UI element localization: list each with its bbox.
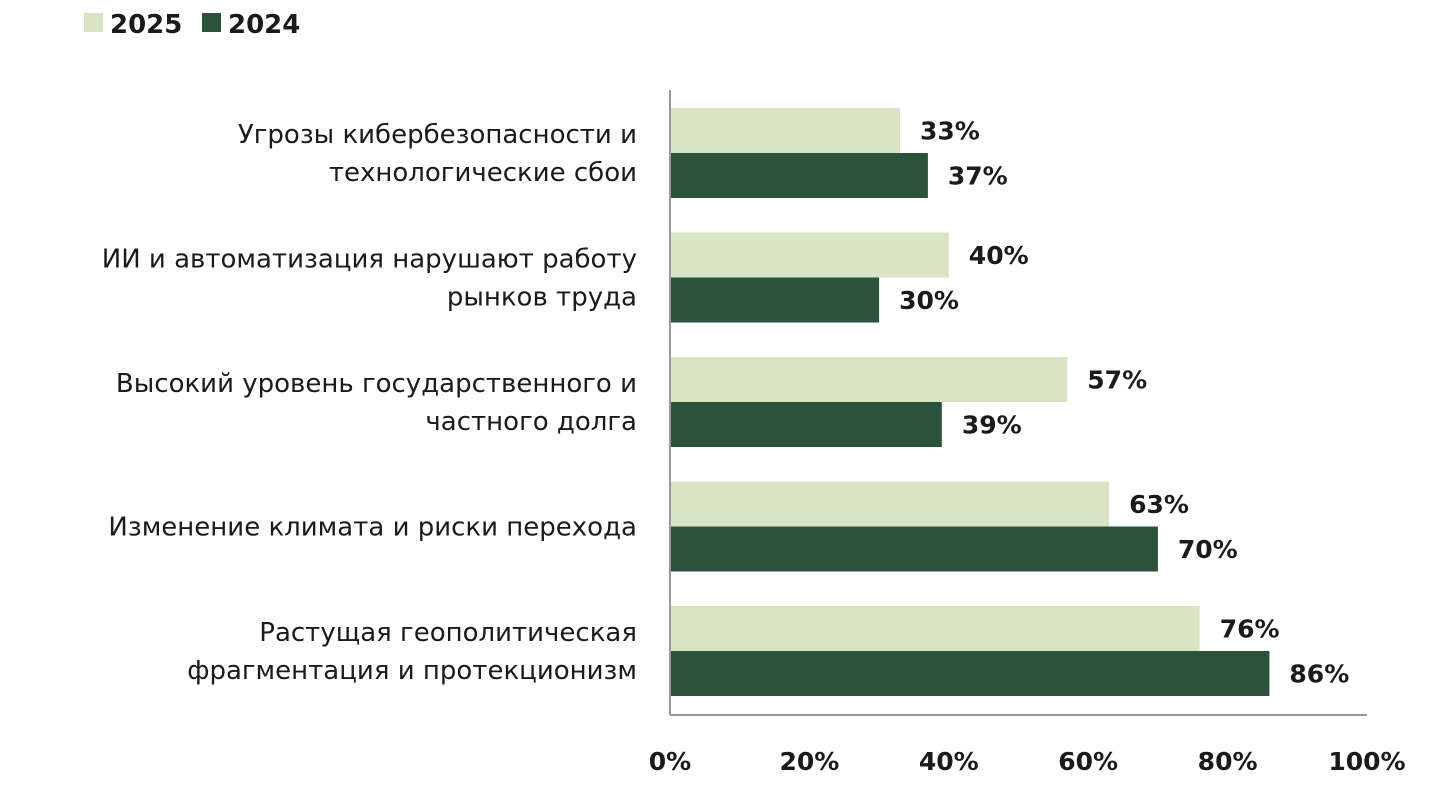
category-label-2-1: частного долга <box>425 407 637 437</box>
bar-2024-4 <box>670 651 1270 696</box>
axes <box>669 90 1367 716</box>
bar-2025-2 <box>670 357 1068 402</box>
bar-2024-3 <box>670 526 1158 572</box>
category-label-4-1: фрагментация и протекционизм <box>187 656 637 686</box>
value-label-2025-3: 63% <box>1129 490 1189 519</box>
value-label-2024-1: 30% <box>899 286 959 315</box>
category-label-3-0: Изменение климата и риски перехода <box>108 513 637 543</box>
category-label-4-0: Растущая геополитическая <box>259 618 637 648</box>
value-label-2025-0: 33% <box>920 117 980 146</box>
value-label-2024-4: 86% <box>1289 660 1349 689</box>
x-tick-label-5: 100% <box>1328 747 1405 776</box>
bar-2024-0 <box>670 153 928 198</box>
x-tick-label-1: 20% <box>779 747 839 776</box>
bar-2025-1 <box>670 232 949 278</box>
legend-swatch-2025 <box>84 13 103 32</box>
value-label-2024-2: 39% <box>962 411 1022 440</box>
bar-2025-4 <box>670 606 1200 651</box>
value-label-2024-0: 37% <box>948 162 1008 191</box>
legend-label-2024: 2024 <box>228 10 300 40</box>
value-label-2025-4: 76% <box>1220 615 1280 644</box>
bar-2025-3 <box>670 481 1110 527</box>
x-tick-label-0: 0% <box>649 747 691 776</box>
legend: 2025 2024 <box>84 10 300 40</box>
bar-2024-2 <box>670 402 942 447</box>
category-label-1-1: рынков труда <box>447 283 637 313</box>
x-tick-labels: 0% 20% 40% 60% 80% 100% <box>649 747 1406 776</box>
legend-label-2025: 2025 <box>110 10 182 40</box>
value-label-2024-3: 70% <box>1178 535 1238 564</box>
x-tick-label-2: 40% <box>919 747 979 776</box>
category-label-0-0: Угрозы кибербезопасности и <box>238 120 637 150</box>
category-label-1-0: ИИ и автоматизация нарушают работу <box>102 245 637 275</box>
bar-2025-0 <box>670 108 901 153</box>
bars: 33% 37% 40% 30% 57% 39% 63% 70% 76% 86% <box>670 108 1349 696</box>
category-label-0-1: технологические сбои <box>329 158 637 188</box>
value-label-2025-2: 57% <box>1087 366 1147 395</box>
category-label-2-0: Высокий уровень государственного и <box>116 369 637 399</box>
value-label-2025-1: 40% <box>969 241 1029 270</box>
legend-swatch-2024 <box>202 13 221 32</box>
x-tick-label-4: 80% <box>1198 747 1258 776</box>
bar-2024-1 <box>670 277 880 323</box>
x-tick-label-3: 60% <box>1058 747 1118 776</box>
category-labels: Угрозы кибербезопасности и технологически… <box>102 120 637 686</box>
